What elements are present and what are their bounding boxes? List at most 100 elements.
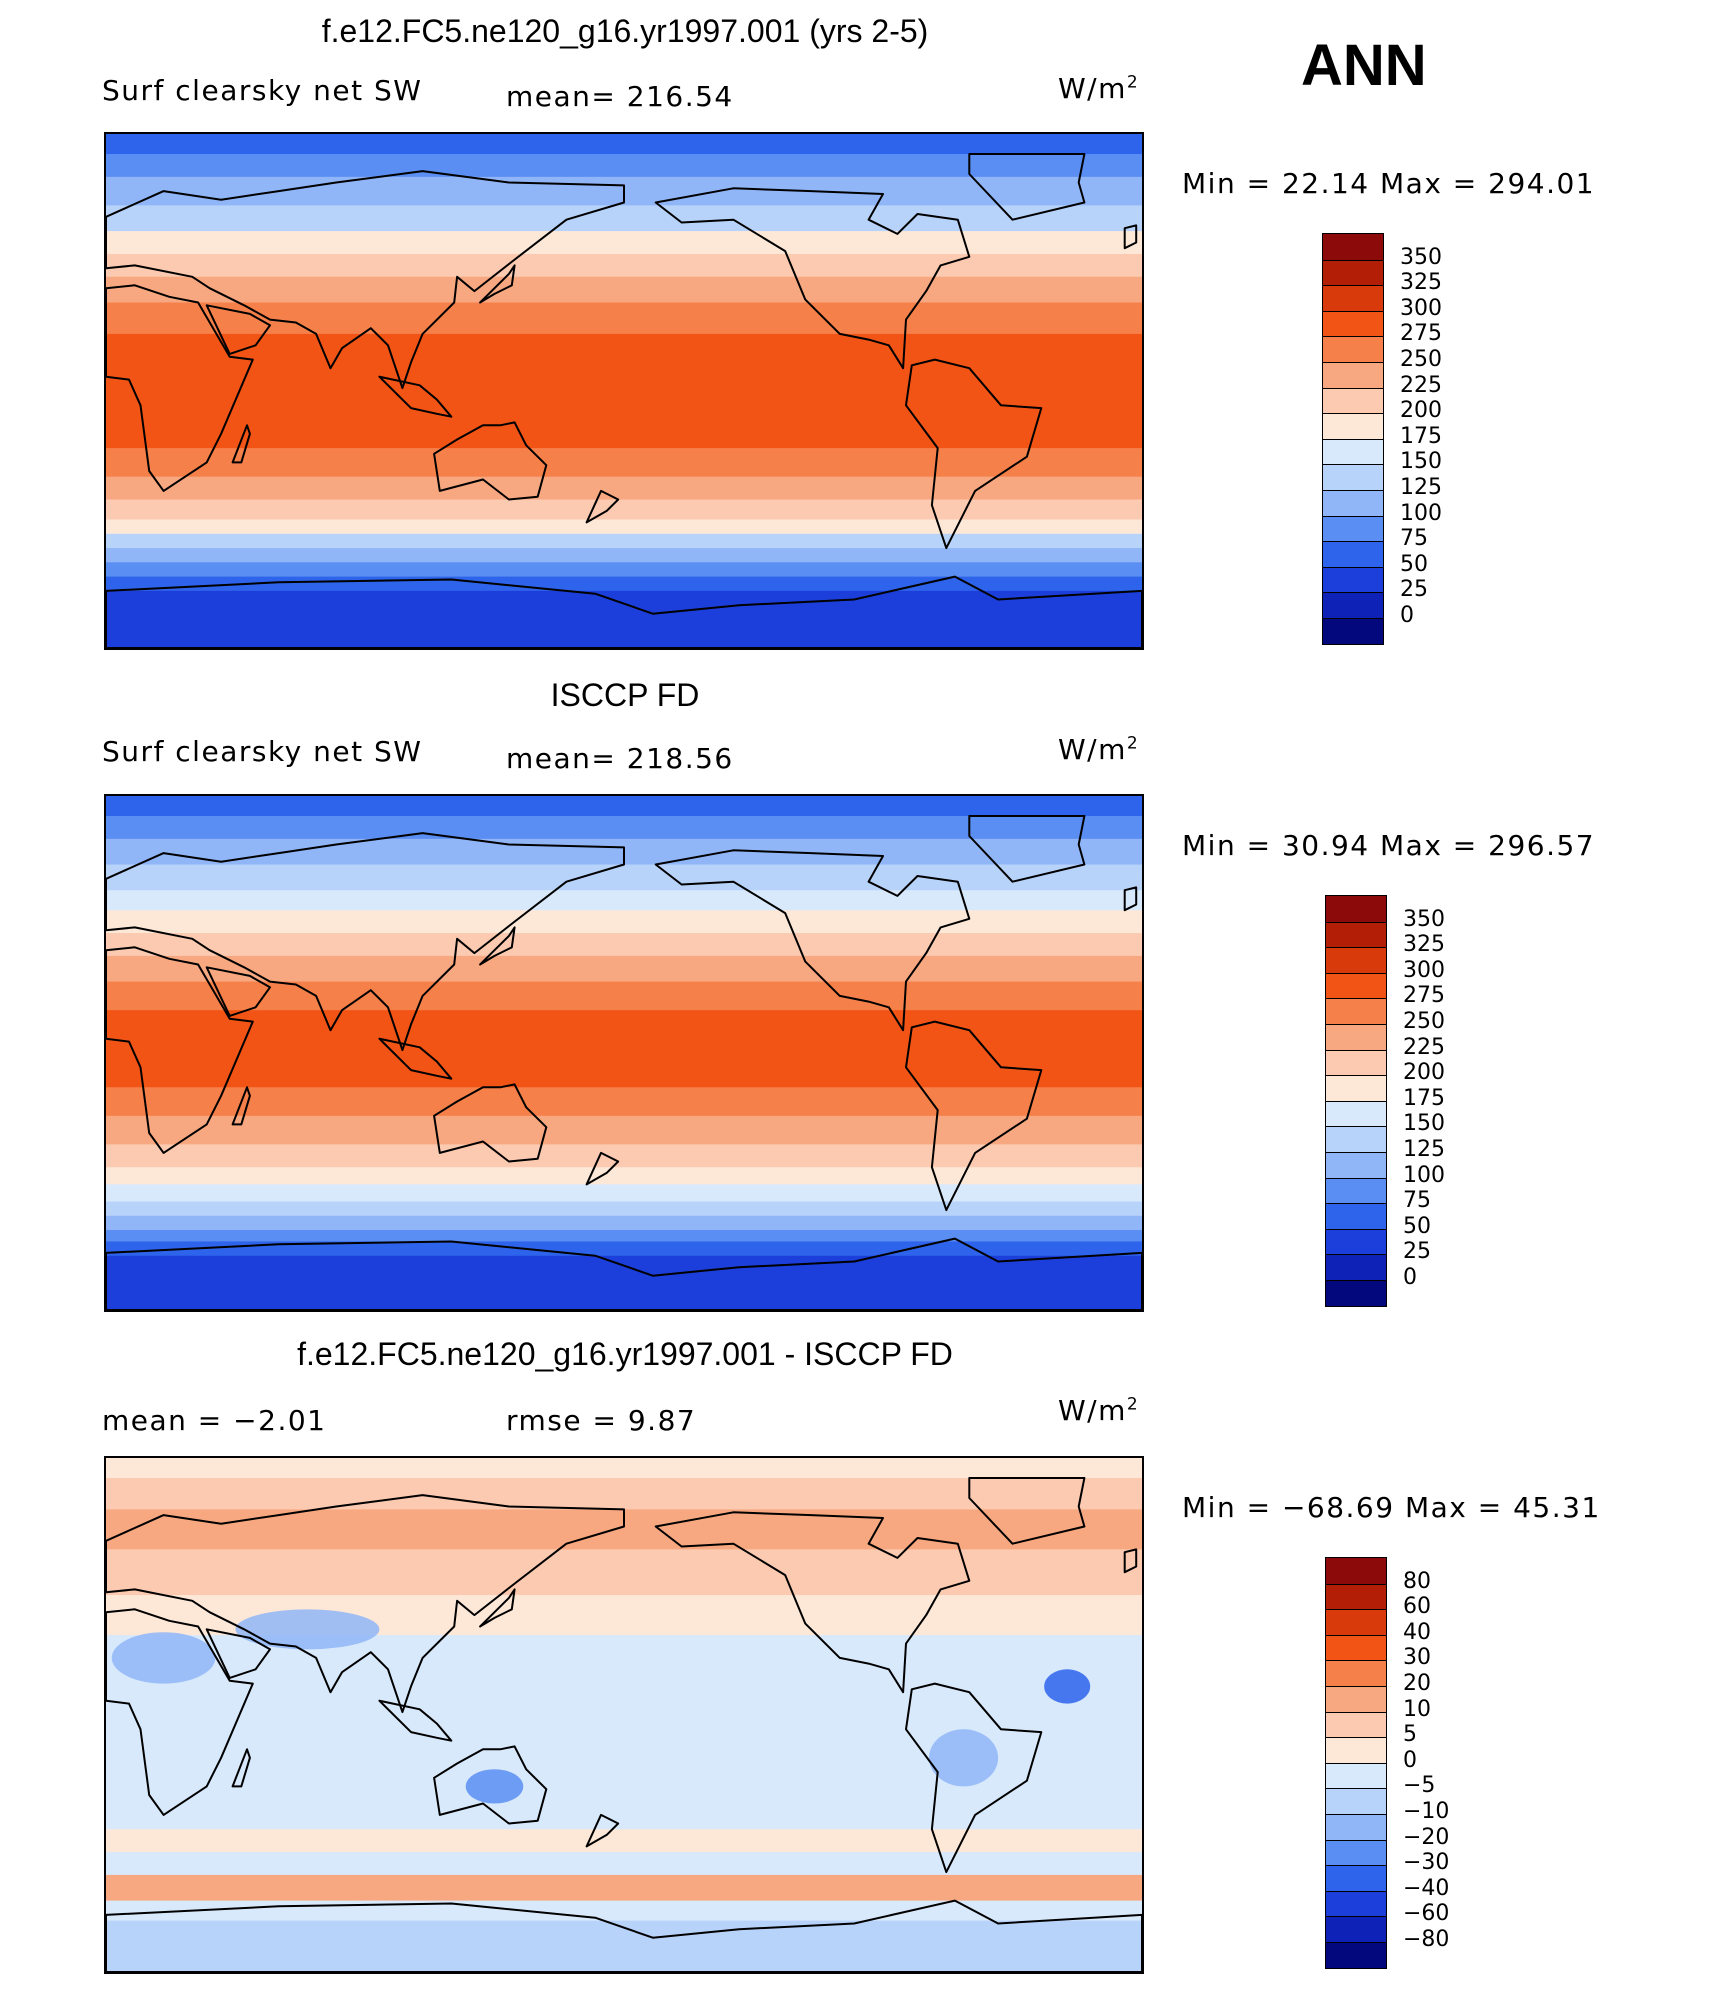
colorbar-swatch	[1323, 361, 1383, 388]
zonal-band	[106, 955, 1142, 983]
colorbar-tick-label: 75	[1400, 526, 1428, 552]
colorbar-swatch	[1323, 259, 1383, 286]
coastline-new-zealand	[585, 1813, 620, 1848]
coastline-africa	[106, 284, 254, 492]
coastline-north-america	[654, 849, 971, 1032]
zonal-band	[106, 153, 1142, 178]
coastline-uk	[1123, 1548, 1138, 1574]
colorbar-swatch	[1323, 413, 1383, 439]
colorbar-swatch	[1326, 1151, 1386, 1178]
zonal-band	[106, 1549, 1142, 1596]
colorbar-swatch	[1323, 310, 1383, 337]
coastline-greenland	[968, 1477, 1086, 1545]
coastline-indonesia	[378, 1699, 453, 1742]
colorbar-swatch	[1326, 1203, 1386, 1229]
colorbar-tick-label: 5	[1403, 1722, 1417, 1748]
colorbar-tick-label: 100	[1403, 1162, 1445, 1188]
zonal-band	[106, 499, 1142, 520]
colorbar-swatch	[1326, 1685, 1386, 1712]
colorbar-tick-label: 200	[1403, 1060, 1445, 1086]
panel-3-colorbar	[1325, 1557, 1387, 1969]
zonal-band	[106, 1477, 1142, 1510]
coastline-madagascar	[231, 1086, 251, 1126]
colorbar-swatch	[1323, 336, 1383, 362]
coastline-indonesia	[378, 1037, 453, 1080]
coastline-new-zealand	[585, 489, 620, 524]
colorbar-tick-label: 0	[1400, 603, 1414, 628]
panel-2-colorbar	[1325, 895, 1387, 1307]
coastline-south-america	[905, 358, 1043, 550]
colorbar-swatch	[1326, 1075, 1386, 1101]
panel-1-title: f.e12.FC5.ne120_g16.yr1997.001 (yrs 2-5)	[321, 13, 929, 49]
colorbar-tick-label: 350	[1403, 906, 1445, 932]
zonal-band	[106, 134, 1142, 155]
panel-3-units: W/m2	[1058, 1394, 1139, 1427]
colorbar-swatch	[1326, 896, 1386, 922]
colorbar-swatch	[1326, 1023, 1386, 1050]
colorbar-tick-label: 25	[1403, 1239, 1431, 1265]
colorbar-tick-label: −80	[1403, 1927, 1450, 1952]
zonal-band	[106, 362, 1142, 421]
colorbar-swatch	[1326, 1916, 1386, 1942]
colorbar-tick-label: 325	[1400, 270, 1442, 296]
colorbar-tick-label: 250	[1400, 347, 1442, 372]
coastline-madagascar	[231, 1748, 251, 1788]
colorbar-tick-label: −5	[1403, 1773, 1436, 1799]
colorbar-swatch	[1326, 1558, 1386, 1584]
difference-feature	[1044, 1669, 1091, 1704]
colorbar-swatch	[1326, 1254, 1386, 1280]
coastline-antarctica	[106, 1237, 1142, 1310]
difference-feature	[111, 1632, 216, 1684]
colorbar-swatch	[1326, 1609, 1386, 1635]
coastline-madagascar	[231, 424, 251, 464]
colorbar-tick-label: 300	[1400, 295, 1442, 321]
zonal-band	[106, 815, 1142, 840]
zonal-band	[106, 205, 1142, 232]
colorbar-swatch	[1323, 489, 1383, 516]
coastline-north-america	[654, 1511, 971, 1694]
panel-1-units-text: W/m	[1058, 72, 1127, 105]
panel-2-map	[104, 794, 1144, 1312]
colorbar-tick-label: 150	[1400, 449, 1442, 475]
colorbar-swatch	[1323, 566, 1383, 593]
colorbar-tick-label: 275	[1403, 983, 1445, 1009]
colorbar-swatch	[1323, 438, 1383, 465]
difference-feature	[235, 1609, 380, 1650]
zonal-band	[106, 910, 1142, 934]
panel-2-units-sup: 2	[1126, 733, 1140, 754]
coastline-uk	[1123, 886, 1138, 912]
panel-1-map-svg	[106, 134, 1142, 648]
zonal-band	[106, 1087, 1142, 1117]
zonal-band	[106, 231, 1142, 255]
zonal-band	[106, 1829, 1142, 1853]
panel-2-mean-label: mean= 218.56	[506, 742, 734, 775]
panel-2-variable-label: Surf clearsky net SW	[102, 735, 423, 768]
colorbar-swatch	[1326, 1228, 1386, 1255]
colorbar-tick-label: 0	[1403, 1265, 1417, 1290]
coastline-japan	[479, 926, 516, 966]
colorbar-swatch	[1326, 1839, 1386, 1866]
colorbar-tick-label: 150	[1403, 1111, 1445, 1137]
panel-1-variable-label: Surf clearsky net SW	[102, 74, 423, 107]
zonal-band	[106, 1230, 1142, 1242]
colorbar-tick-label: 60	[1403, 1594, 1431, 1620]
coastline-australia	[433, 421, 548, 501]
zonal-band	[106, 533, 1142, 549]
panel-3-units-text: W/m	[1058, 1394, 1127, 1427]
coastline-arabia	[205, 1628, 271, 1679]
colorbar-tick-label: 25	[1400, 577, 1428, 603]
colorbar-tick-label: 225	[1400, 372, 1442, 398]
colorbar-tick-label: 350	[1400, 244, 1442, 270]
zonal-band	[106, 1144, 1142, 1168]
panel-1-minmax: Min = 22.14 Max = 294.01	[1182, 167, 1596, 200]
zonal-band	[106, 448, 1142, 478]
colorbar-swatch	[1326, 1941, 1386, 1968]
zonal-band	[106, 1255, 1142, 1310]
zonal-band	[106, 864, 1142, 891]
panel-3-rmse-label: rmse = 9.87	[506, 1404, 697, 1437]
colorbar-swatch	[1326, 921, 1386, 948]
colorbar-swatch	[1323, 464, 1383, 490]
zonal-band	[106, 302, 1142, 335]
colorbar-swatch	[1326, 1865, 1386, 1891]
panel-2-units: W/m2	[1058, 733, 1139, 766]
